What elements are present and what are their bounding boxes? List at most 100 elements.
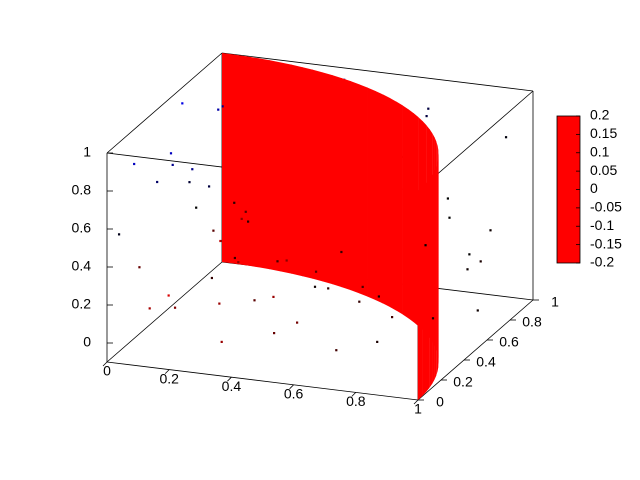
x-tick: [102, 361, 108, 367]
point: [424, 244, 427, 247]
colorbar-tick-label: -0.15: [590, 235, 622, 251]
point: [468, 253, 471, 256]
point: [253, 299, 256, 302]
point: [219, 239, 222, 243]
surface-strip: [302, 67, 313, 279]
point: [156, 180, 159, 184]
box-edge: [106, 261, 223, 363]
point: [446, 197, 449, 200]
x-tick-label: 1: [414, 401, 422, 417]
point: [148, 307, 151, 310]
point: [431, 317, 435, 320]
box-edge: [106, 361, 419, 401]
point: [181, 102, 184, 105]
point: [361, 285, 364, 288]
box-edge: [221, 52, 534, 92]
point: [273, 332, 276, 335]
point: [173, 306, 177, 309]
x-tick-label: 0.4: [222, 378, 242, 394]
point: [240, 217, 243, 220]
surface-strip: [422, 183, 427, 397]
surface-strip: [425, 178, 430, 393]
surface-strip: [437, 158, 439, 372]
point: [169, 152, 173, 155]
point: [340, 250, 343, 254]
point: [335, 349, 338, 352]
y-tick-label: 0.8: [522, 314, 542, 330]
colorbar-tick-label: 0: [590, 180, 598, 196]
point: [117, 233, 121, 236]
point: [218, 302, 221, 305]
point: [210, 276, 213, 280]
z-tick-label: 1: [83, 144, 91, 160]
surface-strip: [246, 56, 259, 268]
surface-strip: [359, 84, 368, 297]
z-tick-label: 0: [83, 334, 91, 350]
y-tick-label: 1: [551, 294, 559, 310]
z-tick-label: 0.4: [72, 258, 92, 274]
z-tick-label: 0.8: [72, 182, 92, 198]
point: [313, 285, 317, 288]
colorbar-tick-label: 0.05: [590, 162, 617, 178]
point: [391, 316, 394, 319]
x-tick-label: 0: [103, 363, 111, 379]
surface-strip: [396, 101, 403, 315]
point: [327, 287, 330, 290]
y-tick-label: 0.2: [453, 374, 473, 390]
surface-strip: [234, 54, 247, 266]
surface-strip: [417, 187, 423, 401]
point: [188, 181, 191, 184]
point: [476, 309, 479, 312]
surface-strip: [291, 64, 303, 277]
colorbar-tick-label: 0.2: [590, 107, 610, 123]
surface-strip: [269, 60, 282, 272]
point: [427, 107, 430, 110]
x-tick: [227, 376, 232, 382]
point: [285, 259, 288, 262]
x-tick-label: 0.6: [284, 386, 304, 402]
x-tick: [413, 399, 419, 405]
point: [314, 270, 318, 273]
point: [138, 266, 141, 269]
surface-strip: [429, 174, 433, 389]
point: [466, 268, 469, 271]
y-tick-label: 0: [436, 394, 444, 410]
point: [207, 185, 211, 188]
point: [247, 220, 250, 223]
point: [167, 294, 170, 297]
surface-strip: [389, 97, 397, 311]
colorbar-tick-label: 0.15: [590, 125, 617, 141]
surface: [222, 53, 439, 401]
point: [191, 168, 194, 171]
x-tick: [164, 369, 170, 374]
colorbar-tick-label: -0.05: [590, 199, 622, 215]
x-tick-label: 0.2: [159, 370, 179, 386]
colorbar-tick-label: -0.2: [590, 254, 614, 270]
point: [276, 260, 279, 263]
point: [479, 260, 482, 263]
point: [358, 300, 361, 303]
point: [504, 136, 508, 139]
point: [221, 105, 224, 108]
point: [217, 108, 220, 111]
x-tick: [289, 384, 294, 390]
point: [233, 256, 236, 260]
surface-strip: [257, 58, 270, 270]
x-tick-label: 0.8: [346, 393, 366, 409]
colorbar-tick-label: 0.1: [590, 143, 610, 159]
y-tick-label: 0.6: [499, 334, 519, 350]
point: [233, 201, 236, 204]
surface-strip: [436, 162, 438, 376]
point: [377, 295, 380, 298]
y-tick-label: 0.4: [476, 354, 496, 370]
point: [425, 115, 428, 118]
surface-strip: [367, 87, 376, 301]
surface-strip: [408, 109, 414, 323]
surface-strip: [434, 166, 437, 380]
point: [171, 163, 174, 166]
surface-strip: [341, 78, 352, 291]
point: [133, 162, 136, 166]
point: [220, 340, 223, 343]
